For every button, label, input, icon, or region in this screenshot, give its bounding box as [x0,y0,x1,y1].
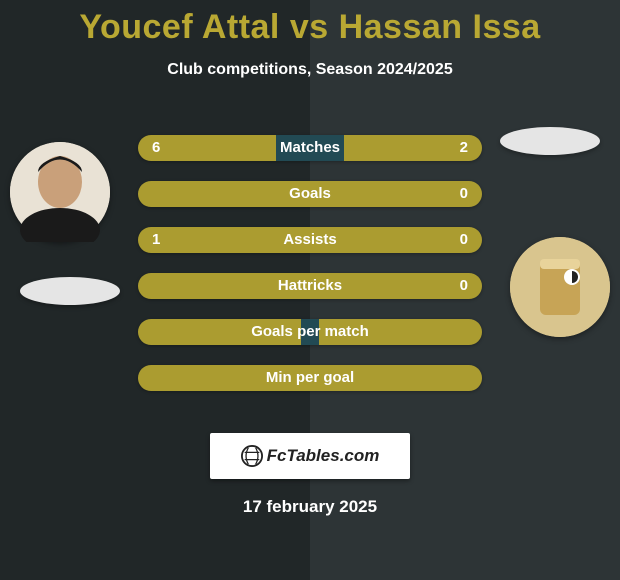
bar-label: Goals [138,181,482,207]
avatar-placeholder-icon [10,142,110,242]
player-left-avatar [10,142,110,242]
bar-row: Goals per match [138,319,482,345]
player-right-avatar [510,237,610,337]
bar-row: Hattricks0 [138,273,482,299]
attribution-badge: FcTables.com [210,433,410,479]
bar-value-right: 0 [460,181,468,207]
comparison-title: Youcef Attal vs Hassan Issa [0,0,620,47]
bar-value-left: 6 [152,135,160,161]
comparison-chart: Matches62Goals0Assists10Hattricks0Goals … [0,117,620,427]
attribution-text: FcTables.com [267,446,380,466]
bar-row: Min per goal [138,365,482,391]
bar-row: Matches6 2 [138,135,482,161]
player-right-flag [500,127,600,155]
bars-container: Matches62Goals0Assists10Hattricks0Goals … [138,135,482,411]
bar-label: Matches [138,135,482,161]
comparison-subtitle: Club competitions, Season 2024/2025 [0,61,620,79]
fctables-logo-icon [241,445,263,467]
bar-row: Assists1 0 [138,227,482,253]
bar-value-right: 2 [460,135,468,161]
main-content: Youcef Attal vs Hassan Issa Club competi… [0,0,620,517]
bar-value-left: 1 [152,227,160,253]
player-left-flag [20,277,120,305]
bar-label: Goals per match [138,319,482,345]
footer-date: 17 february 2025 [0,497,620,517]
bar-label: Hattricks [138,273,482,299]
bar-label: Min per goal [138,365,482,391]
bar-label: Assists [138,227,482,253]
bar-value-right: 0 [460,227,468,253]
trophy-placeholder-icon [510,237,610,337]
bar-value-right: 0 [460,273,468,299]
bar-row: Goals0 [138,181,482,207]
